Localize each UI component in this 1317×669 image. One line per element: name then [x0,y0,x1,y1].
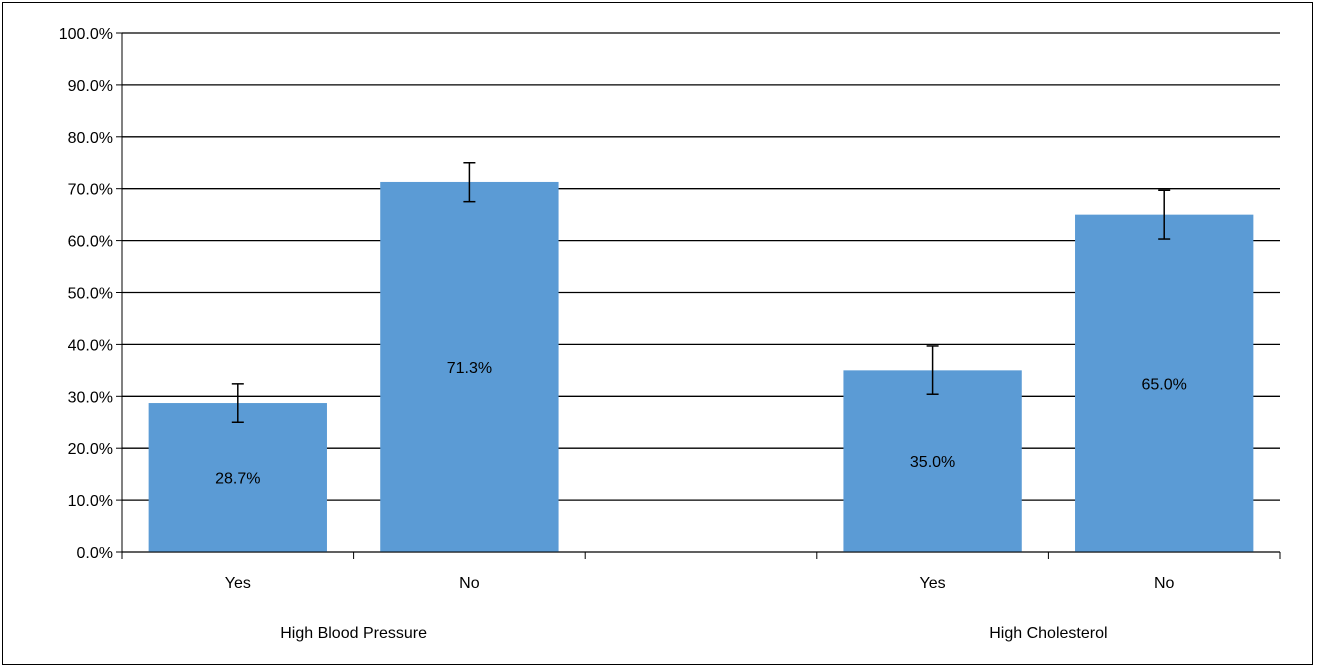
bar [843,370,1022,552]
y-tick-label: 0.0% [77,545,113,562]
y-tick-label: 80.0% [68,130,113,147]
data-label: 35.0% [910,454,955,471]
x-category-label: Yes [225,575,251,592]
y-tick-label: 20.0% [68,441,113,458]
x-group-label: High Cholesterol [989,625,1107,642]
data-label: 71.3% [447,360,492,377]
x-category-label: No [459,575,480,592]
axes [116,32,1281,559]
y-tick-label: 70.0% [68,182,113,199]
labels: 0.0% 10.0% 20.0% 30.0% 40.0% 50.0% 60.0% 70.0% 8… [59,26,1187,642]
y-tick-label: 10.0% [68,493,113,510]
x-category-label: Yes [920,575,946,592]
data-label: 28.7% [215,471,260,488]
y-tick-label: 60.0% [68,234,113,251]
y-tick-label: 30.0% [68,389,113,406]
y-tick-label: 50.0% [68,286,113,303]
x-group-label: High Blood Pressure [280,625,427,642]
data-label: 65.0% [1142,376,1187,393]
bars [148,162,1254,552]
bar [380,181,559,552]
bar [148,403,327,552]
y-tick-label: 100.0% [59,26,113,43]
y-tick-label: 40.0% [68,337,113,354]
x-category-label: No [1154,575,1175,592]
y-tick-label: 90.0% [68,78,113,95]
bar [1075,214,1254,552]
